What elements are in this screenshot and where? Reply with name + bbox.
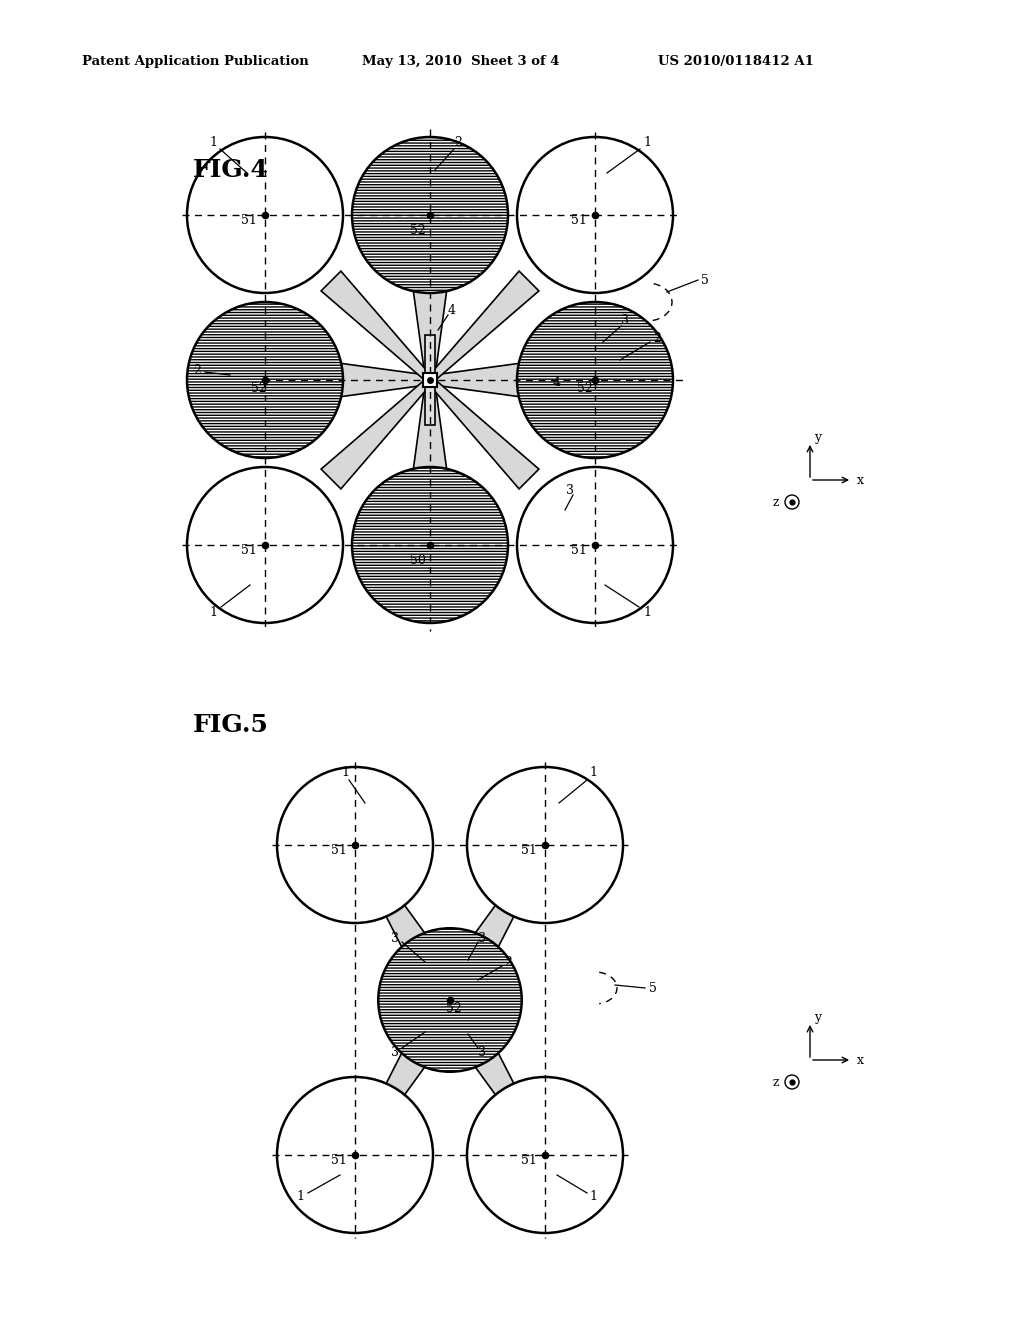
Text: 50: 50 <box>410 553 426 566</box>
Text: 1: 1 <box>209 606 217 619</box>
Text: US 2010/0118412 A1: US 2010/0118412 A1 <box>658 55 814 69</box>
FancyBboxPatch shape <box>425 335 435 425</box>
Text: FIG.4: FIG.4 <box>193 158 269 182</box>
FancyBboxPatch shape <box>423 374 437 387</box>
Polygon shape <box>471 1047 524 1113</box>
Text: 2: 2 <box>653 331 660 345</box>
Text: 51: 51 <box>521 1154 537 1167</box>
Text: y: y <box>814 1011 821 1023</box>
Ellipse shape <box>352 137 508 293</box>
Text: 5: 5 <box>649 982 657 994</box>
Text: 51: 51 <box>571 214 587 227</box>
Ellipse shape <box>517 467 673 623</box>
Polygon shape <box>430 271 539 380</box>
Text: 3: 3 <box>391 932 399 945</box>
Text: 4: 4 <box>449 304 456 317</box>
Ellipse shape <box>517 137 673 293</box>
Ellipse shape <box>187 137 343 293</box>
Ellipse shape <box>517 302 673 458</box>
Text: Patent Application Publication: Patent Application Publication <box>82 55 309 69</box>
Polygon shape <box>430 380 539 488</box>
Text: 51: 51 <box>331 1154 347 1167</box>
Text: 51: 51 <box>521 843 537 857</box>
Text: 3: 3 <box>566 483 574 496</box>
Text: 3: 3 <box>478 932 486 945</box>
Text: 1: 1 <box>296 1191 304 1204</box>
Ellipse shape <box>785 1074 799 1089</box>
Polygon shape <box>322 271 429 380</box>
Text: 51: 51 <box>571 544 587 557</box>
Text: 51: 51 <box>241 214 257 227</box>
Text: 52: 52 <box>446 1002 462 1015</box>
Ellipse shape <box>187 467 343 623</box>
Text: 52: 52 <box>411 223 426 236</box>
Text: z: z <box>773 1076 779 1089</box>
Ellipse shape <box>467 767 623 923</box>
Polygon shape <box>322 380 429 488</box>
Polygon shape <box>471 887 524 953</box>
Text: 2: 2 <box>454 136 462 149</box>
Text: x: x <box>856 1055 863 1068</box>
Text: 3: 3 <box>391 1045 399 1059</box>
Text: x: x <box>856 474 863 487</box>
Text: 2: 2 <box>194 363 201 376</box>
Ellipse shape <box>187 302 343 458</box>
Polygon shape <box>376 1047 429 1113</box>
Text: 5: 5 <box>701 273 709 286</box>
Text: May 13, 2010  Sheet 3 of 4: May 13, 2010 Sheet 3 of 4 <box>362 55 559 69</box>
Text: 2: 2 <box>504 956 512 969</box>
Polygon shape <box>412 281 449 376</box>
Text: z: z <box>773 495 779 508</box>
Text: 1: 1 <box>589 767 597 780</box>
Polygon shape <box>376 887 429 953</box>
Text: 1: 1 <box>341 767 349 780</box>
Text: 51: 51 <box>331 843 347 857</box>
Ellipse shape <box>278 767 433 923</box>
Polygon shape <box>433 362 529 399</box>
Text: 51: 51 <box>241 544 257 557</box>
Text: 1: 1 <box>209 136 217 149</box>
Text: y: y <box>814 430 821 444</box>
Ellipse shape <box>785 495 799 510</box>
Text: 3: 3 <box>621 314 629 326</box>
Text: 52: 52 <box>578 381 593 395</box>
Text: 1: 1 <box>589 1191 597 1204</box>
Text: 52: 52 <box>251 381 267 395</box>
Ellipse shape <box>278 1077 433 1233</box>
Polygon shape <box>331 362 427 399</box>
Ellipse shape <box>352 467 508 623</box>
Ellipse shape <box>467 1077 623 1233</box>
Text: 3: 3 <box>478 1045 486 1059</box>
Polygon shape <box>412 383 449 479</box>
Text: 4: 4 <box>553 375 561 388</box>
Text: FIG.5: FIG.5 <box>193 713 269 737</box>
Text: 1: 1 <box>643 136 651 149</box>
Text: 1: 1 <box>643 606 651 619</box>
Ellipse shape <box>378 928 522 1072</box>
